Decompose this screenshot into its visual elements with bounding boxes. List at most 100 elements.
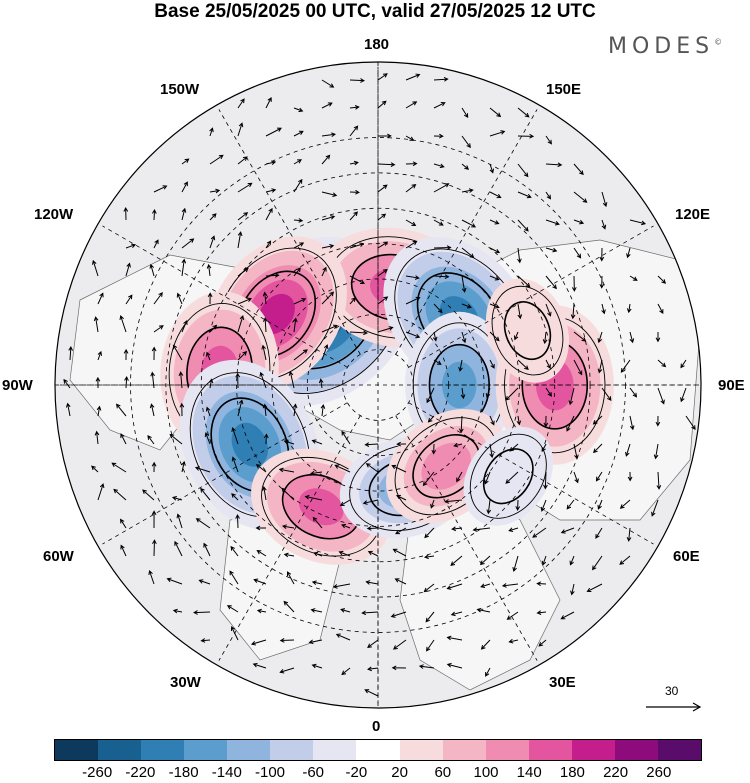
colorbar-swatch [485,740,529,760]
wind-vector [171,496,183,501]
wind-vector [203,542,211,557]
wind-vector [349,275,365,284]
reference-arrow [646,702,702,712]
colorbar-tick-label: -260 [82,764,113,781]
wind-vector [426,639,435,652]
wind-vector [341,523,351,529]
wind-vector [685,415,696,430]
wind-vector [427,415,435,423]
wind-vector [573,247,582,259]
wind-vector [545,191,552,200]
wind-vector [237,399,244,417]
wind-vector [573,331,587,342]
colorbar [54,739,702,761]
wind-vector [206,351,211,361]
wind-vector [545,219,560,226]
wind-vector [517,275,531,288]
wind-vector [601,387,612,401]
wind-vector [309,470,323,476]
wind-vector [281,524,295,529]
colorbar-swatch [55,740,99,760]
wind-vector [288,370,295,389]
wind-vector [237,98,245,109]
wind-vector [451,526,463,532]
wind-vector [195,518,211,529]
wind-vector [656,471,662,490]
wind-vector [312,516,323,529]
wind-vector [292,403,298,417]
meridian-line [395,109,538,355]
colorbar-swatch [657,740,701,760]
wind-vector [450,555,463,566]
wind-vector [570,303,576,320]
wind-vector [230,626,239,641]
wind-vector [680,387,687,403]
wind-vector [396,441,407,447]
label-150w: 150W [160,81,200,98]
wind-vector [237,122,244,137]
wind-vector [237,297,252,305]
wind-vector [517,133,535,139]
wind-vector [619,555,631,565]
wind-vector [256,608,267,614]
wind-vector [377,326,394,333]
anomaly-contour [231,422,269,467]
wind-vector [620,359,631,373]
meridian-line [102,225,348,368]
wind-vector [405,135,415,141]
wind-vector [377,73,388,81]
wind-vector [517,219,529,232]
wind-vector [349,189,360,195]
wind-vector [592,555,603,571]
label-60w: 60W [43,548,74,565]
wind-vector [568,387,575,406]
wind-vector [508,527,519,532]
wind-vector [433,219,444,226]
wind-vector [96,405,102,417]
wind-vector [541,443,547,453]
wind-vector [237,212,249,221]
wind-vector [153,325,164,333]
wind-vector [657,275,667,284]
wind-vector [193,610,211,615]
wind-vector [391,665,407,671]
wind-vector [655,331,661,343]
wind-vector [149,403,155,417]
wind-vector [261,344,267,361]
wind-vector [405,184,417,193]
wind-vector [480,583,491,589]
wind-vector [152,208,157,221]
wind-vector [120,544,127,557]
wind-vector [543,415,549,428]
label-120w: 120W [34,206,74,223]
colorbar-swatch [571,740,615,760]
wind-vector [505,387,519,401]
wind-vector [627,471,633,482]
wind-vector [433,102,446,109]
wind-vector [377,269,388,277]
label-90e: 90E [718,377,745,394]
wind-vector [320,403,326,417]
wind-vector [377,296,389,305]
colorbar-tick-label: 20 [391,764,408,781]
wind-vector [283,439,295,445]
wind-vector [573,359,583,376]
wind-vector [629,331,635,344]
wind-vector [489,219,500,225]
wind-vector [153,292,163,305]
wind-vector [338,550,351,557]
negative-anomaly [463,426,554,526]
wind-vector [256,550,267,557]
wind-vector [321,266,327,277]
colorbar-tick-label: -20 [345,764,368,781]
colorbar-swatch [184,740,228,760]
wind-vector [293,130,304,137]
wind-vector [250,639,267,646]
wind-vector [595,471,603,482]
wind-vector [377,100,387,109]
colorbar-ticks: -260 -220 -180 -140 -100 -60 -20 20 60 100 140 180 2… [0,764,750,782]
colorbar-swatch [270,740,314,760]
map-border [54,61,702,709]
brand-mark: © [714,37,723,47]
wind-vector [237,351,248,361]
